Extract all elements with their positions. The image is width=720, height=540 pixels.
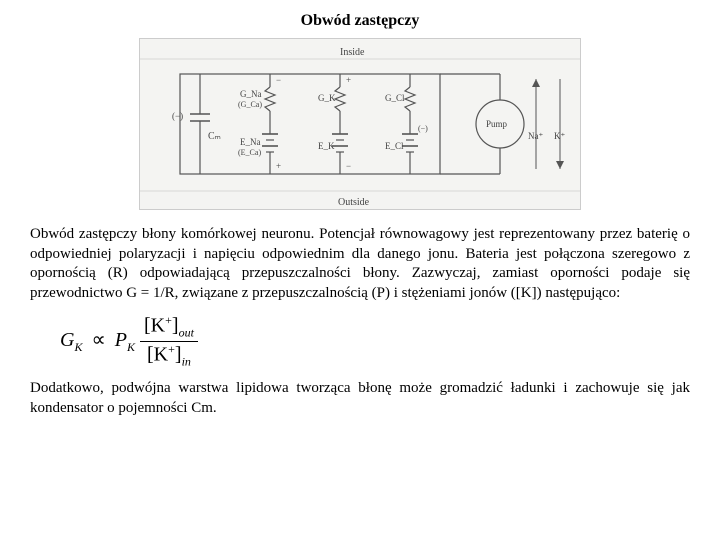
svg-text:−: − <box>276 75 281 85</box>
inside-label: Inside <box>340 47 365 58</box>
formula: GK ∝ PK [K+]out [K+]in <box>60 313 690 369</box>
svg-text:G_K: G_K <box>318 93 336 103</box>
paragraph-1: Obwód zastępczy błony komórkowej neuronu… <box>30 225 690 303</box>
svg-text:E_Na: E_Na <box>240 137 261 147</box>
circuit-diagram: Inside Outside (−) Cₘ G_Na (G_Ca) − <box>139 38 581 210</box>
page-title: Obwód zastępczy <box>30 12 690 30</box>
svg-text:−: − <box>346 161 351 171</box>
svg-text:+: + <box>276 161 281 171</box>
svg-text:+: + <box>346 75 351 85</box>
outside-label: Outside <box>338 197 370 208</box>
svg-text:(−): (−) <box>418 124 428 133</box>
svg-text:E_Cl: E_Cl <box>385 141 404 151</box>
svg-text:G_Cl: G_Cl <box>385 93 405 103</box>
svg-text:(E_Ca): (E_Ca) <box>238 148 261 157</box>
svg-text:G_Na: G_Na <box>240 89 262 99</box>
svg-text:E_K: E_K <box>318 141 335 151</box>
cm-label: Cₘ <box>208 131 221 142</box>
svg-text:Pump: Pump <box>486 119 508 129</box>
cm-sign: (−) <box>172 111 183 121</box>
svg-text:(G_Ca): (G_Ca) <box>238 100 262 109</box>
circuit-diagram-container: Inside Outside (−) Cₘ G_Na (G_Ca) − <box>30 38 690 215</box>
paragraph-2: Dodatkowo, podwójna warstwa lipidowa two… <box>30 379 690 418</box>
